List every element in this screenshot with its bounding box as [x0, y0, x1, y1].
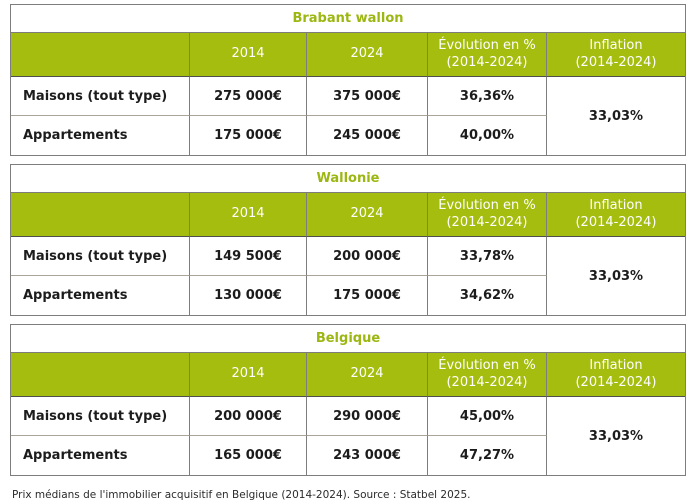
- header-inflation: Inflation (2014-2024): [547, 193, 685, 237]
- table-title: Wallonie: [316, 171, 380, 186]
- price-2014-cell: 275 000€: [190, 77, 307, 116]
- row-label: Maisons (tout type): [11, 77, 190, 116]
- header-inflation-line1: Inflation: [589, 198, 643, 214]
- table-wallonie: Wallonie 2014 2024 Évolution en % (2014-…: [10, 164, 686, 316]
- header-2014: 2014: [190, 193, 307, 237]
- header-empty-cell: [11, 193, 190, 237]
- header-evolution: Évolution en % (2014-2024): [428, 193, 547, 237]
- header-inflation: Inflation (2014-2024): [547, 33, 685, 77]
- evolution-cell: 40,00%: [428, 116, 547, 155]
- row-label: Appartements: [11, 276, 190, 315]
- header-inflation-line2: (2014-2024): [575, 214, 657, 230]
- inflation-cell: 33,03%: [588, 428, 644, 444]
- header-evolution-line2: (2014-2024): [446, 214, 528, 230]
- price-2024-cell: 200 000€: [307, 237, 428, 276]
- header-evolution-line1: Évolution en %: [438, 358, 536, 374]
- header-empty-cell: [11, 33, 190, 77]
- price-2014-cell: 165 000€: [190, 436, 307, 475]
- price-2014-cell: 175 000€: [190, 116, 307, 155]
- price-2024-cell: 290 000€: [307, 397, 428, 436]
- price-2024-cell: 175 000€: [307, 276, 428, 315]
- table-title-row: Wallonie: [11, 165, 685, 193]
- row-label: Appartements: [11, 116, 190, 155]
- header-evolution: Évolution en % (2014-2024): [428, 33, 547, 77]
- inflation-cell: 33,03%: [588, 108, 644, 124]
- header-2014: 2014: [190, 353, 307, 397]
- table-grid: 2014 2024 Évolution en % (2014-2024) Inf…: [11, 33, 685, 155]
- table-brabant-wallon: Brabant wallon 2014 2024 Évolution en % …: [10, 4, 686, 156]
- table-title: Belgique: [315, 331, 381, 346]
- evolution-cell: 36,36%: [428, 77, 547, 116]
- table-grid: 2014 2024 Évolution en % (2014-2024) Inf…: [11, 193, 685, 315]
- table-title-row: Belgique: [11, 325, 685, 353]
- header-2014: 2014: [190, 33, 307, 77]
- price-2014-cell: 130 000€: [190, 276, 307, 315]
- evolution-cell: 34,62%: [428, 276, 547, 315]
- price-2024-cell: 245 000€: [307, 116, 428, 155]
- table-title: Brabant wallon: [292, 11, 404, 26]
- header-inflation-line2: (2014-2024): [575, 54, 657, 70]
- evolution-cell: 45,00%: [428, 397, 547, 436]
- price-2014-cell: 149 500€: [190, 237, 307, 276]
- header-2024: 2024: [307, 33, 428, 77]
- table-belgique: Belgique 2014 2024 Évolution en % (2014-…: [10, 324, 686, 476]
- price-2024-cell: 375 000€: [307, 77, 428, 116]
- header-inflation-line2: (2014-2024): [575, 374, 657, 390]
- header-evolution: Évolution en % (2014-2024): [428, 353, 547, 397]
- header-inflation-line1: Inflation: [589, 38, 643, 54]
- row-label: Appartements: [11, 436, 190, 475]
- header-2024: 2024: [307, 193, 428, 237]
- header-inflation-line1: Inflation: [589, 358, 643, 374]
- evolution-cell: 33,78%: [428, 237, 547, 276]
- table-grid: 2014 2024 Évolution en % (2014-2024) Inf…: [11, 353, 685, 475]
- header-inflation: Inflation (2014-2024): [547, 353, 685, 397]
- table-title-row: Brabant wallon: [11, 5, 685, 33]
- header-evolution-line2: (2014-2024): [446, 374, 528, 390]
- row-label: Maisons (tout type): [11, 397, 190, 436]
- price-2014-cell: 200 000€: [190, 397, 307, 436]
- figure-caption: Prix médians de l'immobilier acquisitif …: [12, 489, 471, 501]
- header-evolution-line2: (2014-2024): [446, 54, 528, 70]
- header-evolution-line1: Évolution en %: [438, 38, 536, 54]
- header-empty-cell: [11, 353, 190, 397]
- price-2024-cell: 243 000€: [307, 436, 428, 475]
- evolution-cell: 47,27%: [428, 436, 547, 475]
- row-label: Maisons (tout type): [11, 237, 190, 276]
- inflation-cell: 33,03%: [588, 268, 644, 284]
- header-evolution-line1: Évolution en %: [438, 198, 536, 214]
- header-2024: 2024: [307, 353, 428, 397]
